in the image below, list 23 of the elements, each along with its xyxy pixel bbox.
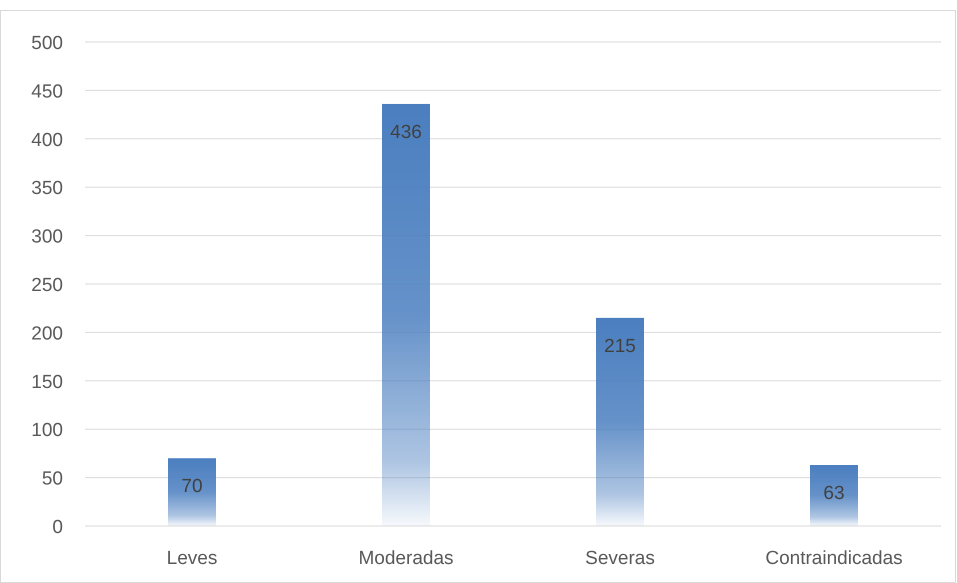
y-tick-label: 450 xyxy=(31,81,63,102)
data-label: 436 xyxy=(390,122,422,143)
x-tick-label: Contraindicadas xyxy=(765,548,903,569)
y-tick-label: 400 xyxy=(31,130,63,151)
y-tick-label: 0 xyxy=(52,517,63,538)
y-tick-label: 350 xyxy=(31,178,63,200)
x-tick-label: Severas xyxy=(585,548,655,569)
y-tick-label: 150 xyxy=(31,372,63,393)
bar xyxy=(596,318,644,526)
y-tick-label: 500 xyxy=(31,33,63,54)
y-tick-label: 250 xyxy=(31,275,63,296)
bar xyxy=(382,104,430,526)
x-tick-label: Moderadas xyxy=(358,548,454,569)
y-tick-label: 200 xyxy=(31,323,63,344)
bar xyxy=(810,465,858,526)
y-tick-label: 50 xyxy=(42,468,63,490)
y-tick-label: 300 xyxy=(31,226,63,248)
data-label: 70 xyxy=(181,476,203,498)
bar xyxy=(168,458,216,526)
data-label: 63 xyxy=(823,483,845,504)
x-tick-label: Leves xyxy=(166,548,218,569)
data-label: 215 xyxy=(604,336,636,357)
y-tick-label: 100 xyxy=(31,420,63,442)
